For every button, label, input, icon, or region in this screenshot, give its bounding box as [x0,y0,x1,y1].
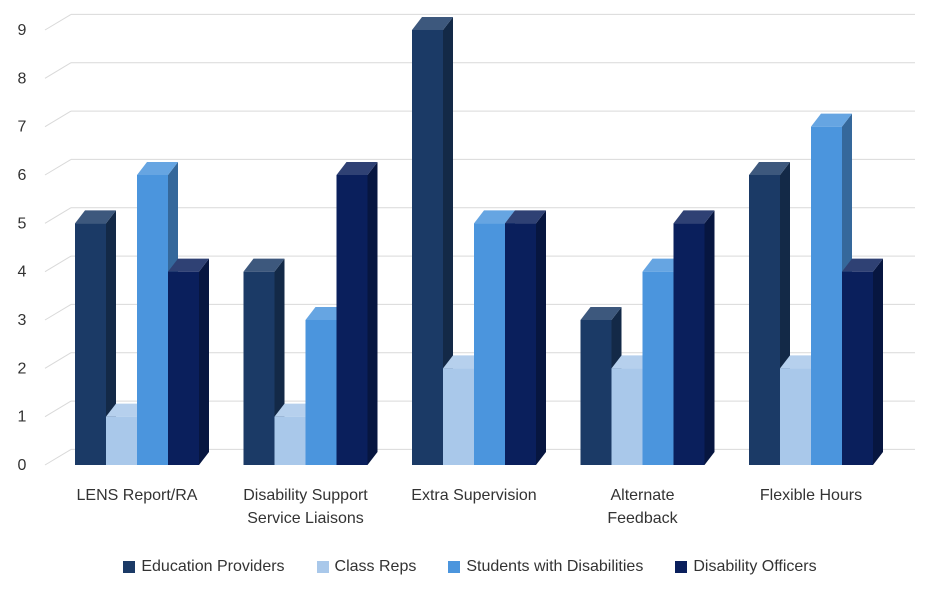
category-label: Flexible Hours [760,487,862,504]
y-tick-label: 2 [18,360,27,377]
legend-label: Education Providers [141,558,285,575]
bars [75,17,883,466]
legend-swatch [448,561,461,573]
y-tick-label: 8 [18,70,27,87]
bar [412,17,453,465]
legend-label: Students with Disabilities [466,558,644,575]
category-label: Extra Supervision [411,487,536,504]
y-tick-label: 3 [18,312,27,329]
bar [168,258,209,465]
legend-swatch [123,561,136,573]
category-label: Disability Support Service Liaisons [243,487,368,527]
legend-swatch [316,561,329,573]
bar [336,162,378,465]
y-tick-label: 7 [18,119,27,136]
legend-item: Class Reps [316,558,417,576]
bar [137,162,178,465]
legend-item: Education Providers [123,558,285,576]
bar [811,113,852,466]
bar [842,258,883,465]
y-tick-label: 4 [18,264,27,281]
y-tick-label: 9 [18,22,27,39]
category-label: Alternate Feedback [607,487,678,527]
y-tick-label: 0 [18,457,27,474]
gridline [44,62,915,79]
y-tick-label: 5 [18,215,27,232]
bar [505,210,546,465]
bar [75,210,116,465]
bar [243,258,285,465]
legend-label: Class Reps [334,558,417,575]
y-axis-ticks: 0 1 2 3 4 5 6 7 8 9 [18,22,27,474]
bar [673,210,715,465]
gridline [44,13,915,31]
gridline [44,110,915,128]
legend-label: Disability Officers [693,558,817,575]
y-tick-label: 1 [18,409,27,426]
gridline [44,158,915,176]
category-label: LENS Report/RA [77,487,198,504]
legend-swatch [675,561,688,573]
y-tick-label: 6 [18,167,27,184]
legend-item: Disability Officers [675,558,817,576]
legend: Education Providers Class Reps Students wi… [0,558,940,576]
x-axis-categories: LENS Report/RA Disability Support Service … [77,487,863,527]
legend-item: Students with Disabilities [448,558,643,576]
